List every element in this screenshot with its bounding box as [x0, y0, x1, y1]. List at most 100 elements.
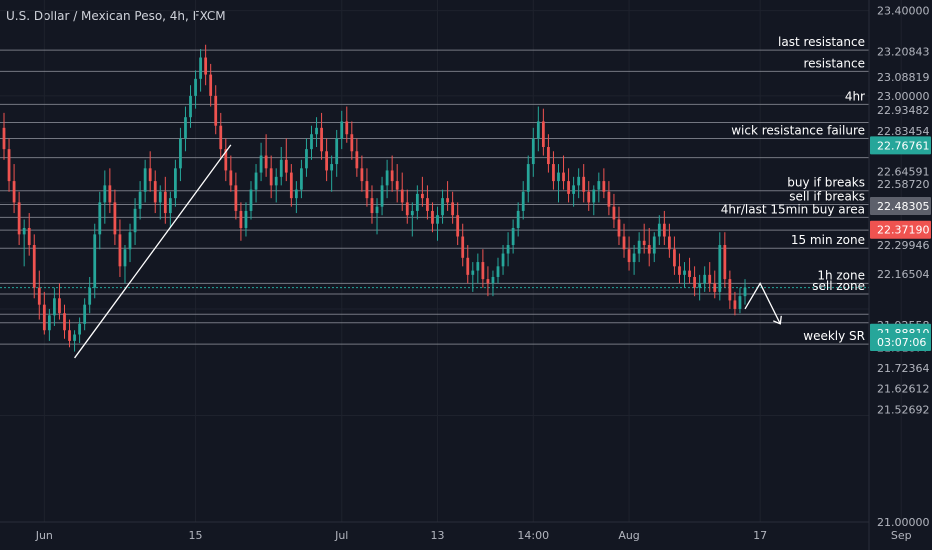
level-annotations: last resistance resistance 4hr wick resista… [721, 35, 865, 343]
candle-body [113, 202, 117, 235]
candle-body [350, 134, 354, 152]
candle-body [466, 257, 470, 275]
candle-body [461, 236, 465, 258]
candle-body [557, 172, 560, 182]
candle-body [703, 274, 707, 284]
candle-body [300, 168, 303, 190]
candle-body [405, 202, 409, 216]
candle-body [471, 270, 475, 275]
candle-body [572, 185, 575, 194]
candle-body [244, 210, 248, 228]
level-label: 1h zone [817, 268, 865, 282]
candle-body [552, 164, 555, 182]
chart-title: U.S. Dollar / Mexican Peso, 4h, FXCM [6, 9, 226, 23]
candle-body [637, 240, 641, 254]
price-tick-label: 22.29946 [877, 239, 930, 252]
candle-body [521, 191, 525, 211]
candle-body [698, 283, 702, 288]
candle-body [486, 279, 490, 284]
price-tick-label: 23.40000 [877, 5, 930, 18]
candle-body [158, 191, 162, 203]
time-tick-label: 14:00 [517, 529, 549, 542]
level-label: buy if breaks [787, 176, 865, 190]
candle-body [617, 219, 621, 237]
candle-body [678, 266, 681, 275]
candle-body [174, 168, 177, 199]
candle-body [612, 206, 616, 220]
candle-body [284, 159, 288, 173]
candle-body [305, 149, 308, 169]
candle-body [189, 95, 192, 118]
candle-body [289, 172, 293, 199]
candle-body [133, 208, 137, 233]
candle-body [567, 181, 570, 194]
candle-body [577, 176, 581, 186]
level-label: sell if breaks [789, 190, 865, 204]
candle-body [723, 245, 727, 280]
candle-body [642, 240, 646, 246]
candle-body [718, 245, 722, 292]
candle-body [662, 223, 666, 237]
candle-body [128, 232, 132, 250]
candle-body [194, 78, 197, 96]
candle-body [249, 189, 253, 211]
candle-body [2, 127, 6, 150]
candle-body [32, 245, 36, 288]
candle-body [622, 236, 626, 250]
candle-body [647, 245, 651, 254]
candle-body [199, 57, 202, 79]
level-label: weekly SR [803, 329, 865, 343]
drawings [74, 144, 782, 359]
candle-body [330, 164, 334, 171]
candle-body [582, 176, 586, 192]
candle-body [501, 253, 505, 267]
candle-body [597, 181, 601, 190]
candle-body [229, 170, 233, 186]
candle-body [204, 57, 208, 75]
candle-body [153, 181, 157, 203]
candle-body [239, 210, 243, 228]
candle-body [380, 185, 384, 207]
candle-body [370, 198, 374, 214]
candle-body [365, 181, 369, 199]
candle-body [68, 330, 71, 341]
candle-body [481, 262, 485, 280]
candle-body [254, 172, 258, 190]
candle-body [441, 198, 444, 216]
candle-body [652, 236, 656, 254]
time-tick-label: 15 [189, 529, 203, 542]
price-tag-label: 03:07:06 [877, 336, 926, 349]
candle-body [118, 234, 122, 267]
candle-body [274, 176, 278, 186]
candle-body [713, 283, 717, 292]
candle-body [426, 198, 429, 211]
candle-body [123, 249, 127, 267]
candle-body [259, 155, 263, 173]
candle-body [657, 223, 661, 237]
candle-body [53, 298, 56, 316]
time-tick-label: Sep [891, 529, 912, 542]
candle-body [708, 274, 712, 284]
candle-body [310, 134, 313, 150]
candle-body [93, 234, 97, 288]
candle-body [516, 210, 520, 228]
candle-body [415, 193, 419, 211]
candle-body [627, 249, 631, 263]
candle-body [78, 323, 81, 335]
candle-body [395, 181, 399, 190]
candle-body [315, 127, 318, 135]
candle-body [587, 191, 591, 203]
candle-body [683, 270, 686, 275]
candle-body [421, 193, 424, 199]
projection-arrowhead [773, 315, 782, 325]
candle-body [325, 151, 328, 171]
candle-body [547, 147, 550, 165]
candle-body [179, 138, 182, 169]
time-tick-label: 17 [753, 529, 767, 542]
candle-body [632, 253, 636, 263]
projection-path [744, 282, 781, 325]
price-axis[interactable]: 23.40000 23.20843 23.08819 23.0000022.93482… [868, 0, 931, 550]
candle-body [355, 151, 359, 169]
